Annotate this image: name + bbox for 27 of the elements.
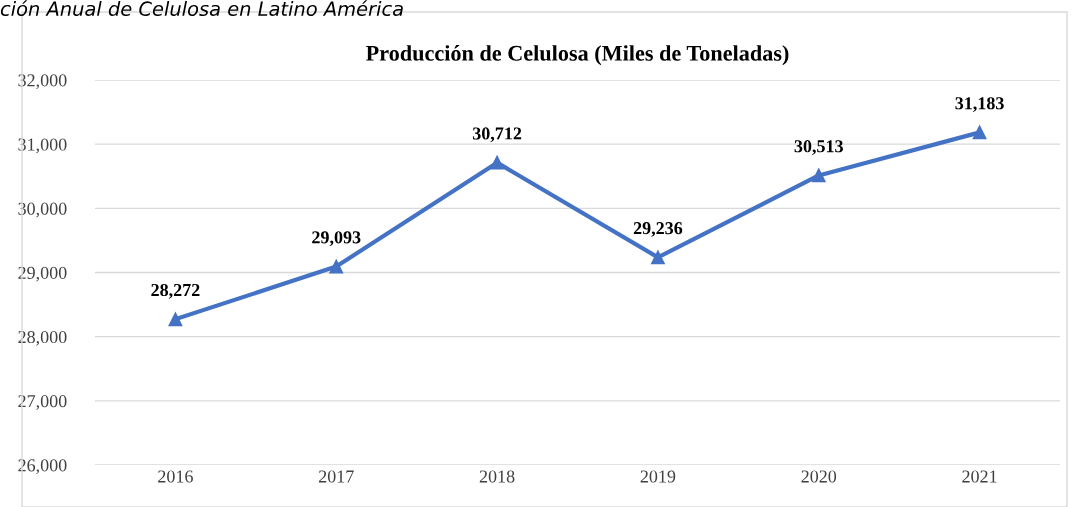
chart-title: Producción de Celulosa (Miles de Toneladas) [366,45,789,66]
text: 30,712 [472,127,522,143]
text: 29,093 [312,231,361,247]
y-tick-label: 27,000 [18,395,67,410]
y-tick-label: 28,000 [18,330,67,346]
text: ción Anual de Celulosa en Latino América [0,0,403,17]
text: 30,513 [794,140,843,155]
x-tick-label: 2019 [640,470,676,483]
y-tick-label: 30,000 [18,202,67,218]
y-tick-label: 26,000 [18,459,67,475]
point [811,168,826,183]
text: 28,272 [151,283,200,299]
text: 29,236 [633,222,683,237]
point [972,125,987,140]
point [168,312,183,327]
x-tick-label: 2021 [962,470,997,483]
y-tick-label: 32,000 [18,74,67,90]
x-tick-label: 2020 [801,470,837,483]
x-tick-label: 2017 [318,470,354,483]
point [490,155,505,170]
x-tick-label: 2018 [479,470,515,483]
y-tick-label: 31,000 [18,138,67,154]
x-tick-label: 2016 [158,470,193,483]
y-tick-label: 29,000 [18,266,67,282]
point [329,259,344,274]
point [650,250,665,265]
text: 31,183 [955,97,1004,112]
